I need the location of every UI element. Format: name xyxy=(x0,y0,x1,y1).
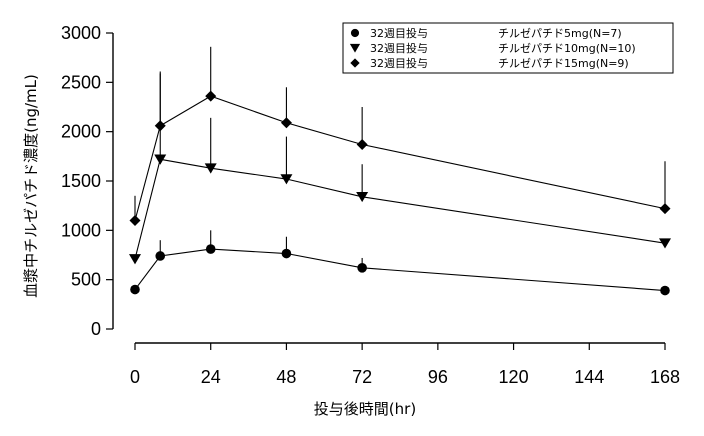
data-point xyxy=(280,174,293,185)
data-point xyxy=(155,251,166,261)
data-point xyxy=(154,120,166,132)
data-point xyxy=(130,284,140,295)
y-tick-label: 1500 xyxy=(61,171,101,191)
legend-label: チルゼパチド15mg(N=9) xyxy=(498,57,629,70)
series-line xyxy=(134,248,666,292)
axes: 0 500 1000 1500 2000 2500 3000 0 24 48 72 96 120 144 1… xyxy=(61,23,680,387)
y-tick-label: 2500 xyxy=(61,72,101,92)
legend: 32週目投与 チルゼパチド5mg(N=7)32週目投与 チルゼパチド10mg(N=1… xyxy=(342,22,674,74)
series-line xyxy=(134,95,666,221)
legend-marker xyxy=(350,28,360,38)
legend-prefix: 32週目投与 xyxy=(370,26,428,40)
x-axis-title: 投与後時間(hr) xyxy=(314,400,416,418)
data-point xyxy=(357,263,367,273)
data-point xyxy=(356,191,369,203)
y-tick-label: 1000 xyxy=(61,220,101,240)
data-point xyxy=(281,248,292,259)
series-diamond xyxy=(129,46,671,226)
y-tick-label: 0 xyxy=(91,319,101,339)
legend-prefix: 32週目投与 xyxy=(370,56,428,70)
x-tick-label: 48 xyxy=(276,367,296,387)
legend-marker xyxy=(349,43,361,53)
series-line xyxy=(134,158,666,260)
data-point xyxy=(204,163,217,174)
y-tick-label: 3000 xyxy=(61,23,101,43)
x-tick-label: 24 xyxy=(201,367,221,387)
y-tick-label: 2000 xyxy=(61,122,101,142)
data-point xyxy=(205,244,216,254)
data-point xyxy=(129,214,141,226)
data-point xyxy=(659,238,671,249)
x-tick-label: 96 xyxy=(428,367,448,387)
data-point xyxy=(154,154,167,165)
plot-area xyxy=(129,46,671,296)
x-tick-label: 120 xyxy=(499,367,529,387)
x-tick-label: 72 xyxy=(352,367,372,387)
data-point xyxy=(356,138,368,150)
data-point xyxy=(659,203,671,215)
legend-label: チルゼパチド10mg(N=10) xyxy=(498,42,636,55)
data-point xyxy=(129,254,141,265)
y-axis-title: 血漿中チルゼパチド濃度(ng/mL) xyxy=(22,74,40,298)
x-tick-label: 0 xyxy=(130,367,140,387)
legend-frame xyxy=(342,22,674,74)
data-point xyxy=(280,117,292,129)
legend-prefix: 32週目投与 xyxy=(370,41,428,55)
data-point xyxy=(660,285,670,296)
legend-label: チルゼパチド5mg(N=7) xyxy=(498,27,622,40)
x-tick-label: 144 xyxy=(574,367,604,387)
series-circle xyxy=(130,230,670,296)
data-point xyxy=(205,90,217,102)
y-tick-label: 500 xyxy=(71,270,101,290)
x-tick-label: 168 xyxy=(650,367,680,387)
